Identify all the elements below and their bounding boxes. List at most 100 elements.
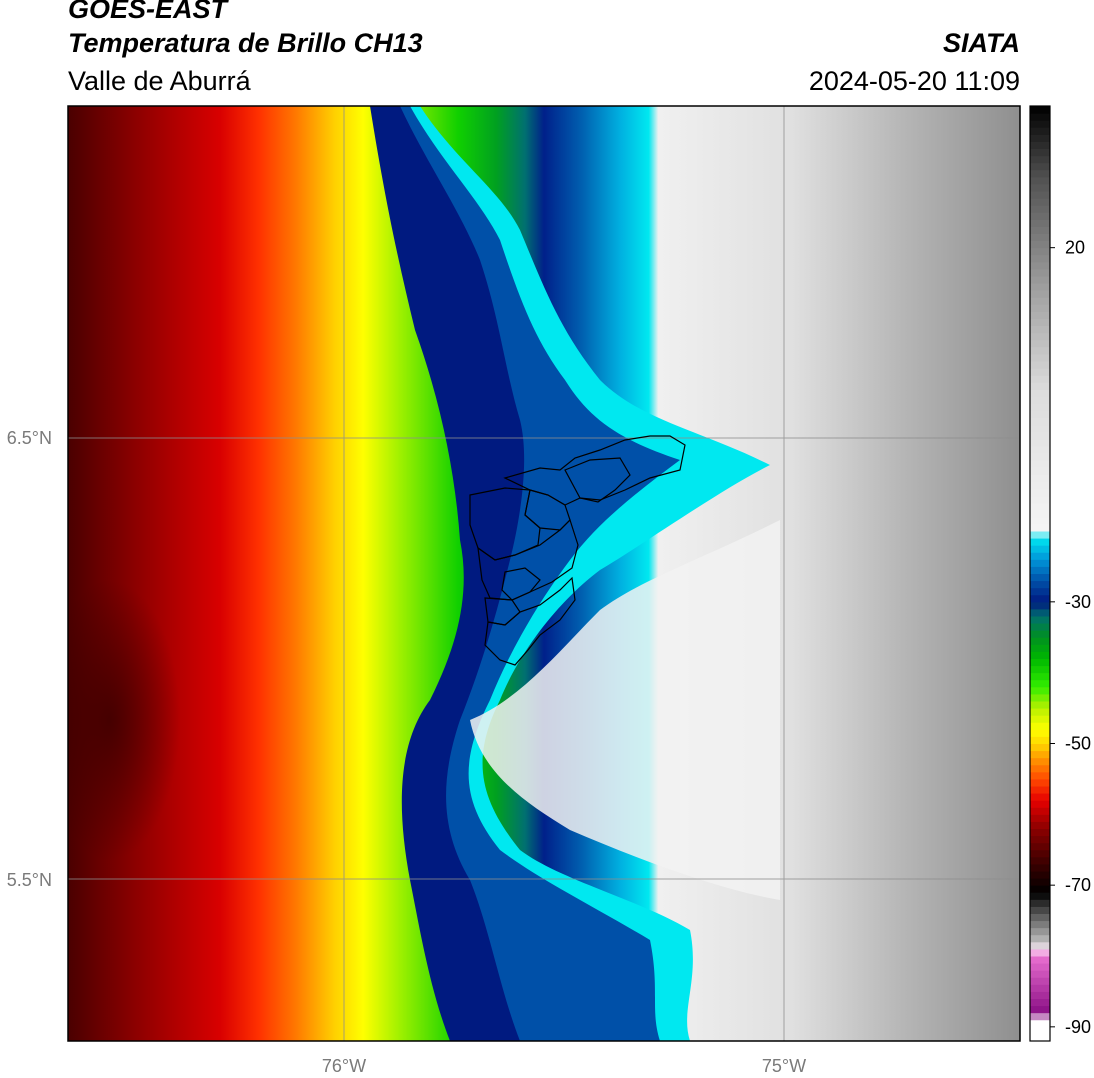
colorbar-segment [1030,863,1050,872]
colorbar-tick-label: 20 [1065,238,1085,258]
boundary-barbosa [564,457,631,503]
colorbar-segment [1030,906,1050,914]
colorbar-segment [1030,467,1050,475]
lat-tick-label: 5.5°N [7,870,52,890]
colorbar-segment [1030,453,1050,461]
colorbar-segment [1030,247,1050,256]
colorbar-tick-label: -30 [1065,592,1091,612]
colorbar-segment [1030,878,1050,886]
colorbar-segment [1030,701,1050,709]
colorbar-segment [1030,679,1050,688]
colorbar-segment [1030,538,1050,546]
colorbar-segment [1030,141,1050,149]
colorbar-segment [1030,871,1050,879]
colorbar-segment [1030,623,1050,631]
colorbar-tick-label: -90 [1065,1017,1091,1037]
product-title: Temperatura de Brillo CH13 [68,28,423,58]
colorbar-segment [1030,403,1050,412]
colorbar-segment [1030,1026,1050,1035]
colorbar-segment [1030,389,1050,397]
colorbar-segment [1030,644,1050,652]
colorbar-segment [1030,977,1050,985]
colorbar-segment [1030,460,1050,468]
cloud-navy-band [370,106,525,1041]
colorbar-segment [1030,531,1050,539]
colorbar-segment [1030,566,1050,574]
colorbar-segment [1030,183,1050,192]
colorbar-segment [1030,488,1050,497]
colorbar-segment [1030,502,1050,511]
colorbar [1030,106,1050,1042]
colorbar-segment [1030,240,1050,249]
colorbar-segment [1030,757,1050,766]
colorbar-segment [1030,162,1050,171]
colorbar-segment [1030,934,1050,943]
boundary-bello [469,487,541,561]
colorbar-segment [1030,998,1050,1007]
colorbar-segment [1030,672,1050,681]
colorbar-segment [1030,304,1050,312]
region-subtitle: Valle de Aburrá [68,66,251,96]
colorbar-segment [1030,913,1050,922]
colorbar-segment [1030,771,1050,780]
colorbar-segment [1030,920,1050,929]
colorbar-segment [1030,608,1050,617]
colorbar-segment [1030,948,1050,957]
colorbar-segment [1030,254,1050,263]
colorbar-segment [1030,984,1050,992]
colorbar-segment [1030,658,1050,667]
colorbar-segment [1030,446,1050,454]
colorbar-segment [1030,495,1050,504]
colorbar-segment [1030,346,1050,355]
colorbar-frame [1029,105,1051,1042]
colorbar-segment [1030,127,1050,135]
colorbar-segment [1030,927,1050,936]
colorbar-segment [1030,311,1050,319]
colorbar-segment [1030,368,1050,376]
colorbar-segment [1030,176,1050,185]
colorbar-segment [1030,842,1050,851]
colorbar-segment [1030,361,1050,369]
colorbar-segment [1030,226,1050,234]
colorbar-segment [1030,722,1050,730]
colorbar-segment [1030,892,1050,900]
colorbar-segment [1030,686,1050,695]
colorbar-segment [1030,297,1050,305]
colorbar-segment [1030,750,1050,759]
colorbar-segment [1030,134,1050,142]
colorbar-segment [1030,807,1050,815]
colorbar-segment [1030,764,1050,773]
datetime-label: 2024-05-20 11:09 [808,66,1020,96]
colorbar-segment [1030,148,1050,157]
colorbar-segment [1030,793,1050,801]
colorbar-segment [1030,651,1050,659]
colorbar-segment [1030,814,1050,822]
colorbar-segment [1030,630,1050,638]
colorbar-segment [1030,559,1050,567]
colorbar-segment [1030,899,1050,907]
warm-cloudfree-area [470,520,780,900]
colorbar-segment [1030,169,1050,178]
colorbar-tick-label: -50 [1065,734,1091,754]
colorbar-segment [1030,786,1050,794]
colorbar-segment [1030,1012,1050,1021]
grid-lines [68,106,1020,1041]
map-field [68,106,1020,1041]
colorbar-segment [1030,382,1050,390]
colorbar-segment [1030,283,1050,291]
colorbar-segment [1030,573,1050,582]
colorbar-segment [1030,375,1050,383]
colorbar-segment [1030,963,1050,971]
colorbar-segment [1030,616,1050,624]
colorbar-segment [1030,580,1050,589]
colorbar-segment [1030,417,1050,426]
colorbar-segment [1030,856,1050,865]
colorbar-segment [1030,587,1050,596]
colorbar-segment [1030,828,1050,837]
colorbar-segment [1030,516,1050,525]
map-frame [67,105,1021,1042]
colorbar-segment [1030,821,1050,829]
colorbar-segment [1030,438,1050,447]
colorbar-segment [1030,509,1050,518]
colorbar-segment [1030,545,1050,553]
